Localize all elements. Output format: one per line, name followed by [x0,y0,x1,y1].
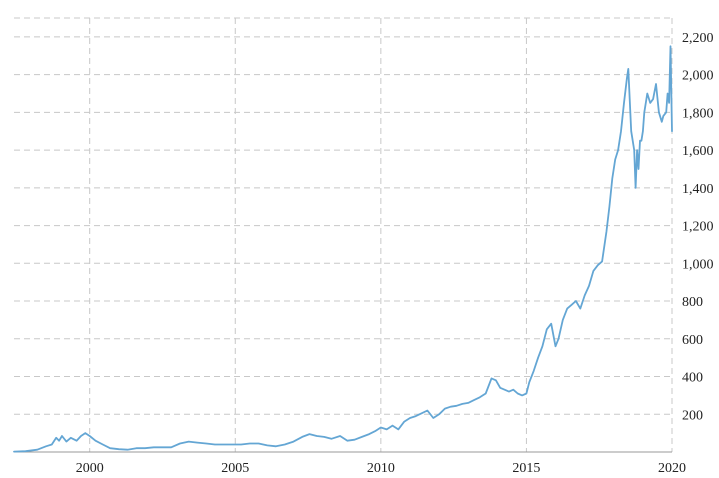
y-tick-label: 400 [682,371,703,386]
x-tick-label: 2020 [658,461,686,476]
y-tick-label: 2,200 [682,31,714,46]
y-tick-label: 1,000 [682,257,714,272]
x-tick-label: 2010 [367,461,395,476]
y-tick-label: 200 [682,408,703,423]
y-tick-label: 600 [682,333,703,348]
y-tick-label: 1,200 [682,220,714,235]
series-layer [13,45,673,453]
y-tick-label: 1,600 [682,144,714,159]
x-tick-label: 2005 [221,461,249,476]
y-tick-label: 2,000 [682,69,714,84]
y-tick-label: 1,800 [682,106,714,121]
x-tick-label: 2000 [76,461,104,476]
tick-labels: 200 400 600 800 1,000 1,200 1,400 1,600 1,800 2,0… [76,31,714,476]
y-tick-label: 1,400 [682,182,714,197]
gridlines [14,17,673,452]
y-tick-label: 800 [682,295,703,310]
series-line [13,45,673,453]
x-tick-label: 2015 [512,461,540,476]
